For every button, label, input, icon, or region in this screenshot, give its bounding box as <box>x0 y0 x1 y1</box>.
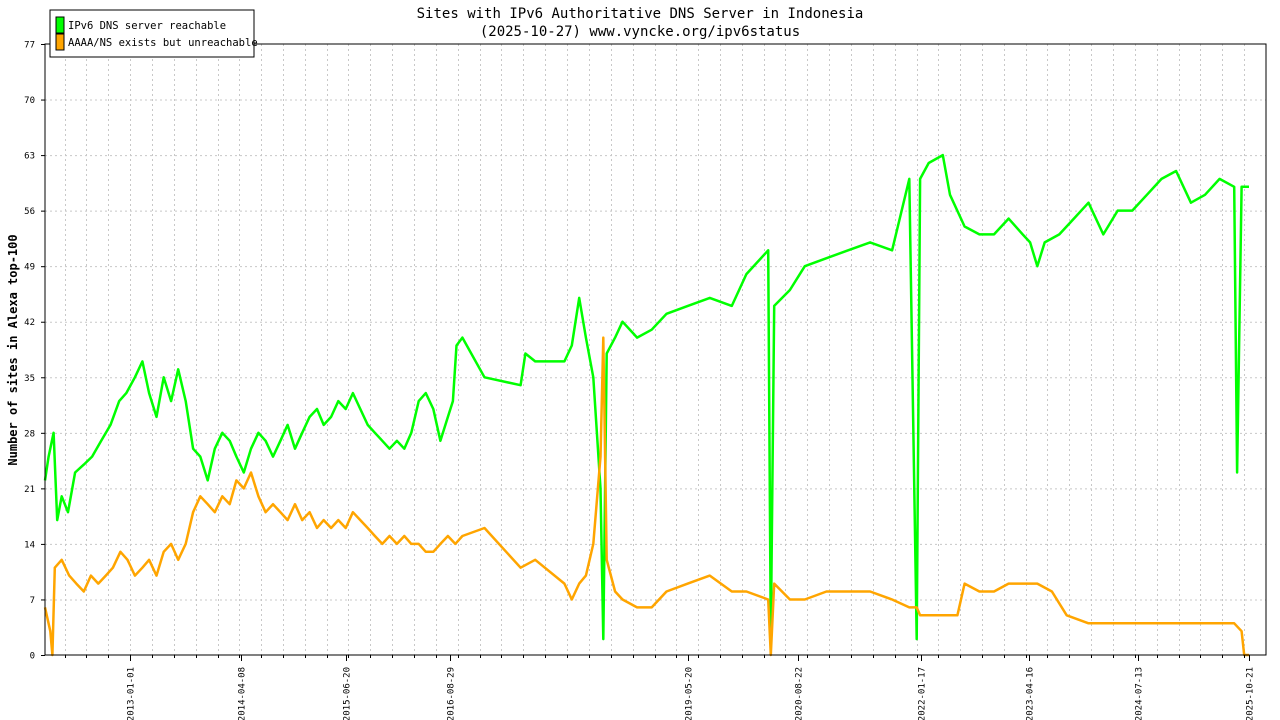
legend-swatch-reachable <box>55 16 65 34</box>
legend-swatch-unreachable <box>55 33 65 51</box>
y-tick-label: 42 <box>24 318 35 328</box>
x-tick-label: 2016-08-29 <box>447 667 457 720</box>
legend-label-reachable: IPv6 DNS server reachable <box>68 20 226 32</box>
x-tick-label: 2023-04-16 <box>1026 667 1036 720</box>
y-tick-label: 70 <box>24 96 35 106</box>
x-tick-label: 2014-04-08 <box>238 667 248 720</box>
series-line-1 <box>43 336 1249 657</box>
axes <box>41 43 1267 661</box>
series-line-0 <box>43 153 1249 641</box>
y-tick-label: 56 <box>24 207 35 217</box>
series-lines <box>43 153 1249 657</box>
legend: IPv6 DNS server reachable AAAA/NS exists… <box>49 9 258 58</box>
tick-labels: 0 7 14 21 28 35 42 49 56 63 70 77 2013-01-01 2014-04-… <box>24 41 1255 720</box>
y-tick-label: 77 <box>24 41 35 51</box>
y-tick-label: 63 <box>24 152 35 162</box>
y-tick-label: 28 <box>24 429 35 439</box>
x-tick-label: 2013-01-01 <box>127 667 137 720</box>
legend-box <box>49 9 255 58</box>
chart-title: Sites with IPv6 Authoritative DNS Server… <box>417 6 864 22</box>
x-tick-label: 2019-05-20 <box>685 667 695 720</box>
y-tick-label: 49 <box>24 263 35 273</box>
x-tick-label: 2024-07-13 <box>1135 667 1145 720</box>
grid <box>45 44 1266 655</box>
x-tick-label: 2025-10-21 <box>1246 667 1256 720</box>
y-tick-label: 7 <box>30 596 35 606</box>
y-axis-label: Number of sites in Alexa top-100 <box>6 234 20 465</box>
x-tick-label: 2015-06-20 <box>343 667 353 720</box>
y-tick-label: 14 <box>24 540 35 550</box>
x-tick-label: 2020-08-22 <box>795 667 805 720</box>
y-tick-label: 0 <box>30 652 35 662</box>
chart-subtitle: (2025-10-27) www.vyncke.org/ipv6status <box>480 24 800 40</box>
legend-label-unreachable: AAAA/NS exists but unreachable <box>68 37 258 49</box>
y-tick-label: 21 <box>24 485 35 495</box>
y-tick-label: 35 <box>24 374 35 384</box>
x-tick-label: 2022-01-17 <box>918 667 928 720</box>
